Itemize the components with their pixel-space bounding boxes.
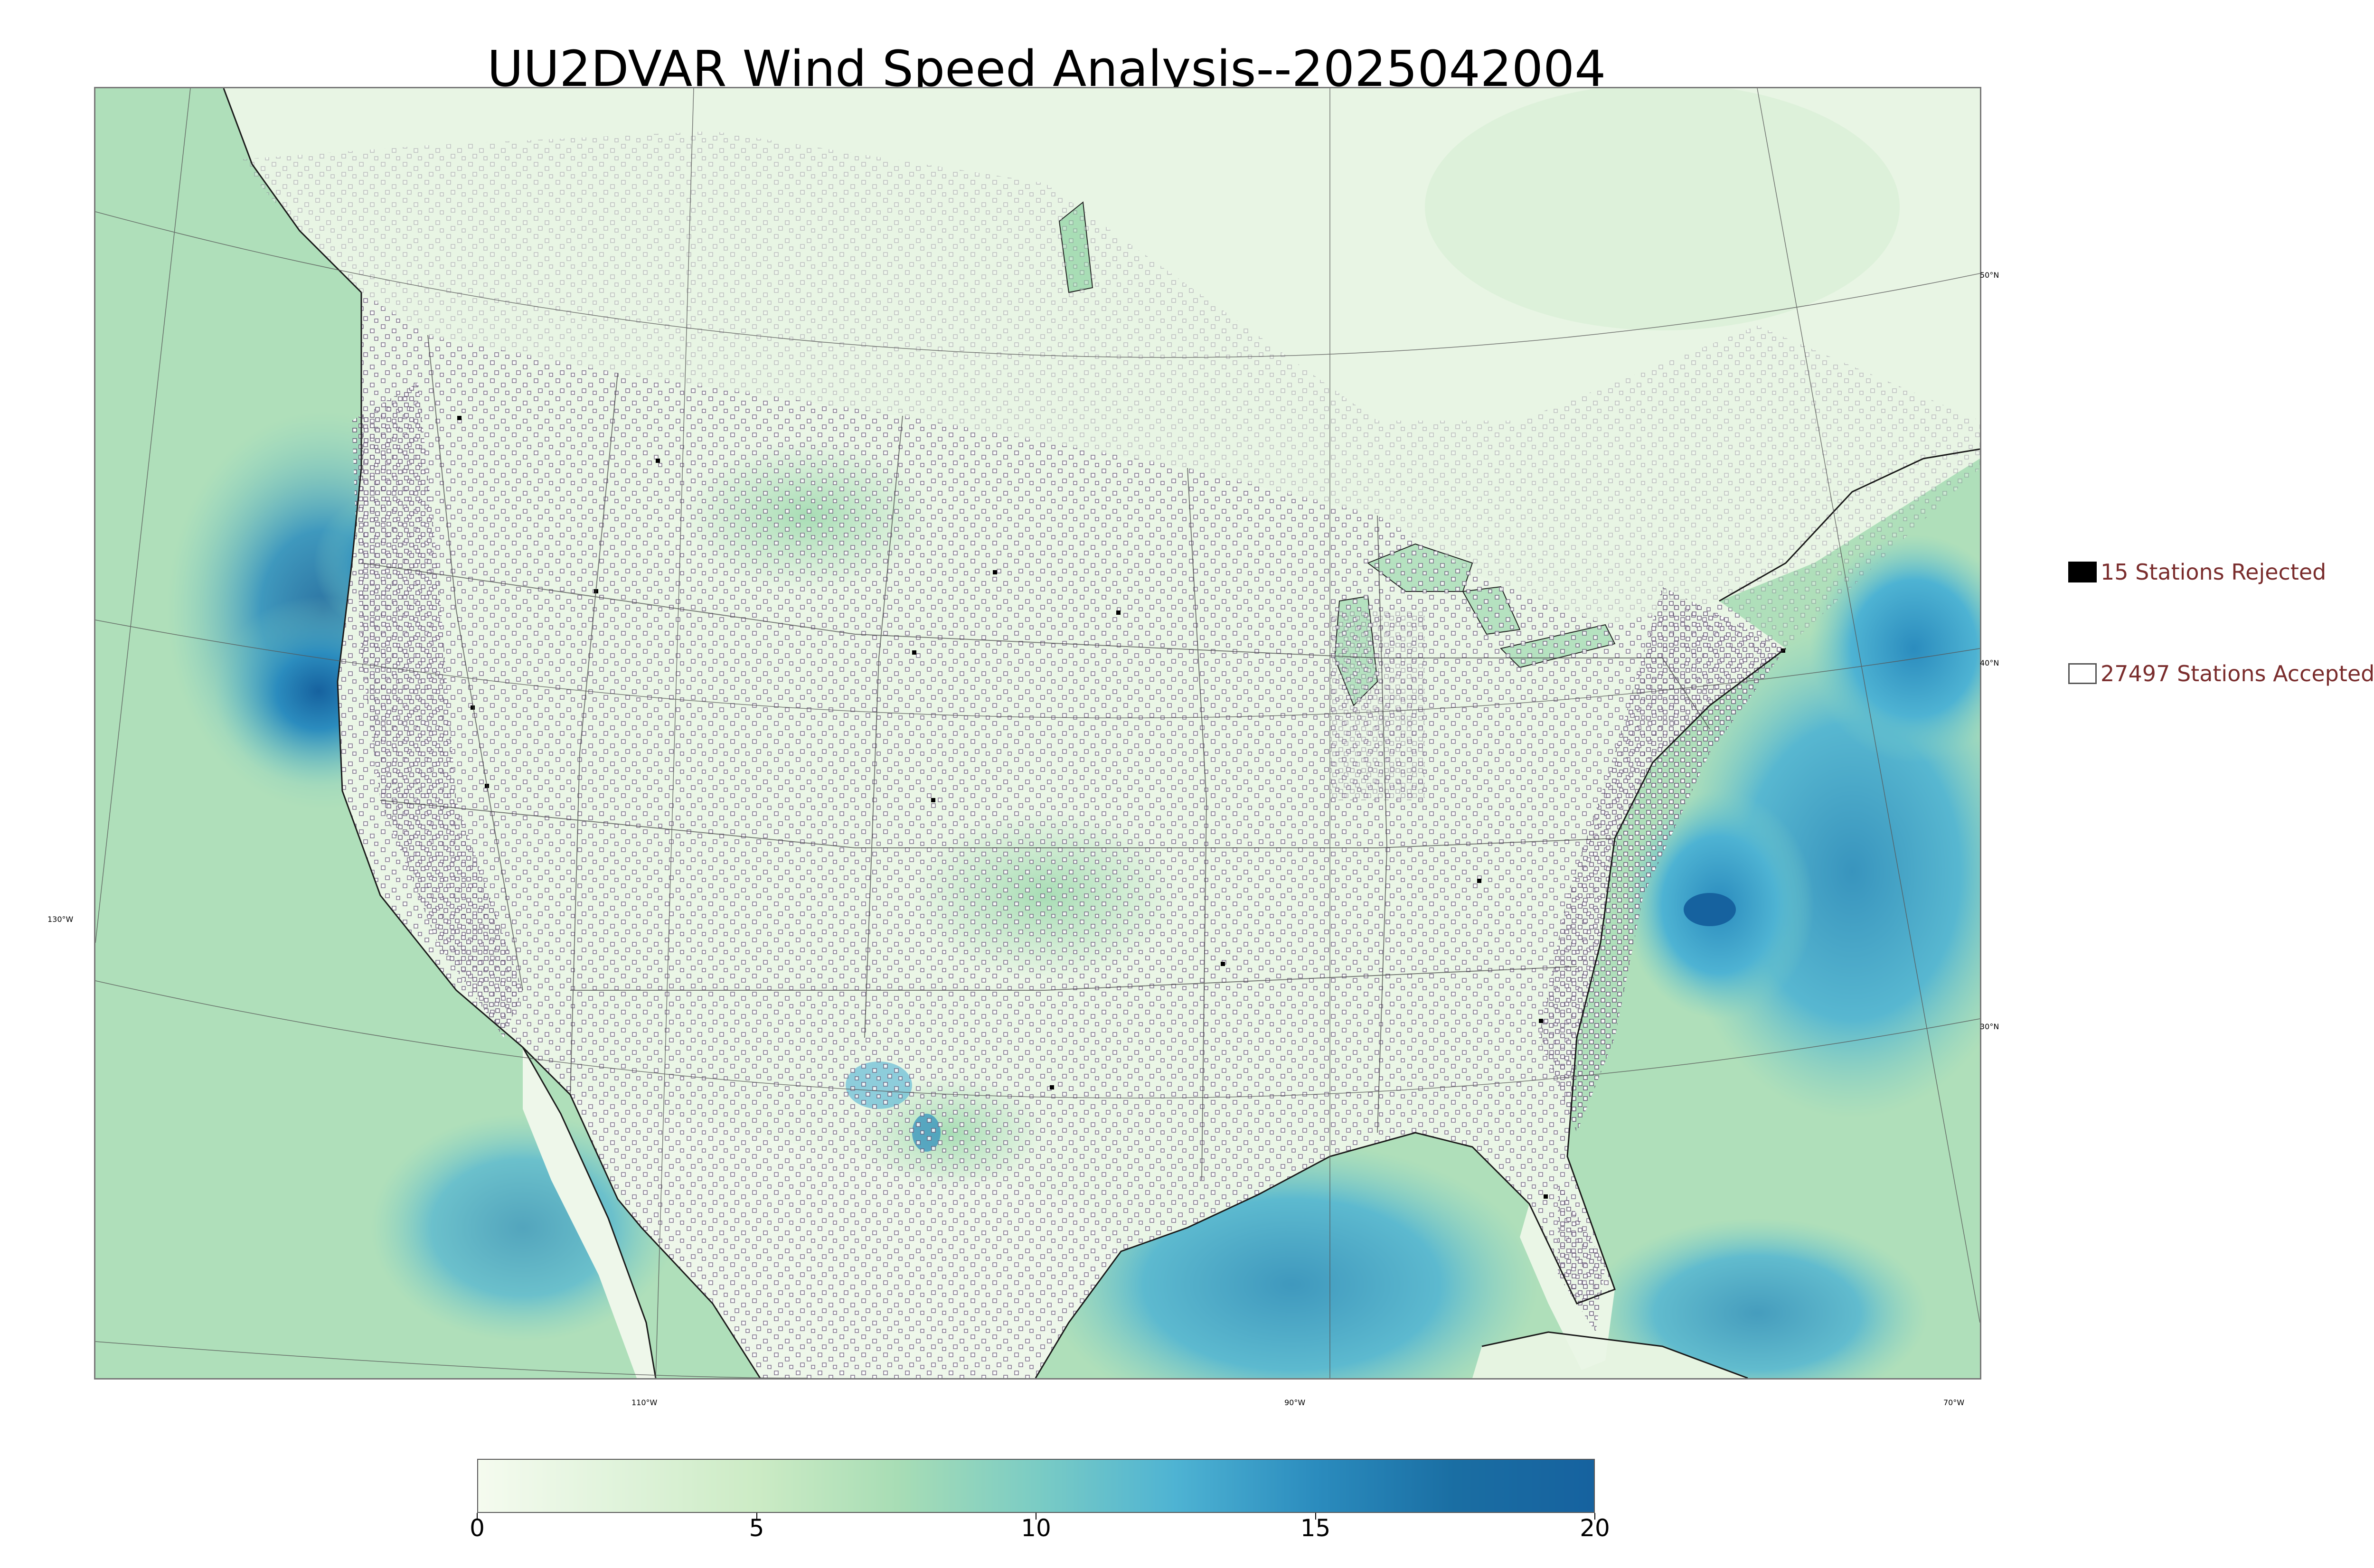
legend-accepted-label: 27497 Stations Accepted — [2101, 661, 2374, 686]
colorbar-tick — [1594, 1513, 1595, 1520]
colorbar-tick-label: 0 — [470, 1514, 485, 1542]
accepted-station-swatch — [2068, 663, 2097, 684]
rejected-station-swatch — [2068, 562, 2097, 582]
colorbar-tick-label: 15 — [1300, 1514, 1331, 1542]
legend-rejected: 15 Stations Rejected — [2068, 559, 2326, 585]
colorbar-tick-label: 10 — [1021, 1514, 1051, 1542]
wind-speed-map — [95, 88, 1980, 1378]
lon-label-130w: 130°W — [47, 915, 74, 924]
colorbar-tick — [477, 1513, 478, 1520]
colorbar-tick-label: 5 — [749, 1514, 764, 1542]
map-frame — [94, 87, 1981, 1380]
colorbar-tick — [756, 1513, 757, 1520]
lat-label-30n: 30°N — [1980, 1022, 1999, 1031]
colorbar-tick-label: 20 — [1580, 1514, 1610, 1542]
lat-label-50n: 50°N — [1980, 271, 1999, 280]
wind-speed-colorbar — [477, 1459, 1595, 1513]
lon-label-110w: 110°W — [631, 1398, 658, 1407]
lat-label-40n: 40°N — [1980, 658, 1999, 667]
colorbar-tick — [1315, 1513, 1316, 1520]
legend-accepted: 27497 Stations Accepted — [2068, 661, 2374, 686]
lon-label-90w: 90°W — [1284, 1398, 1306, 1407]
lon-label-70w: 70°W — [1943, 1398, 1965, 1407]
legend-rejected-label: 15 Stations Rejected — [2101, 559, 2327, 585]
